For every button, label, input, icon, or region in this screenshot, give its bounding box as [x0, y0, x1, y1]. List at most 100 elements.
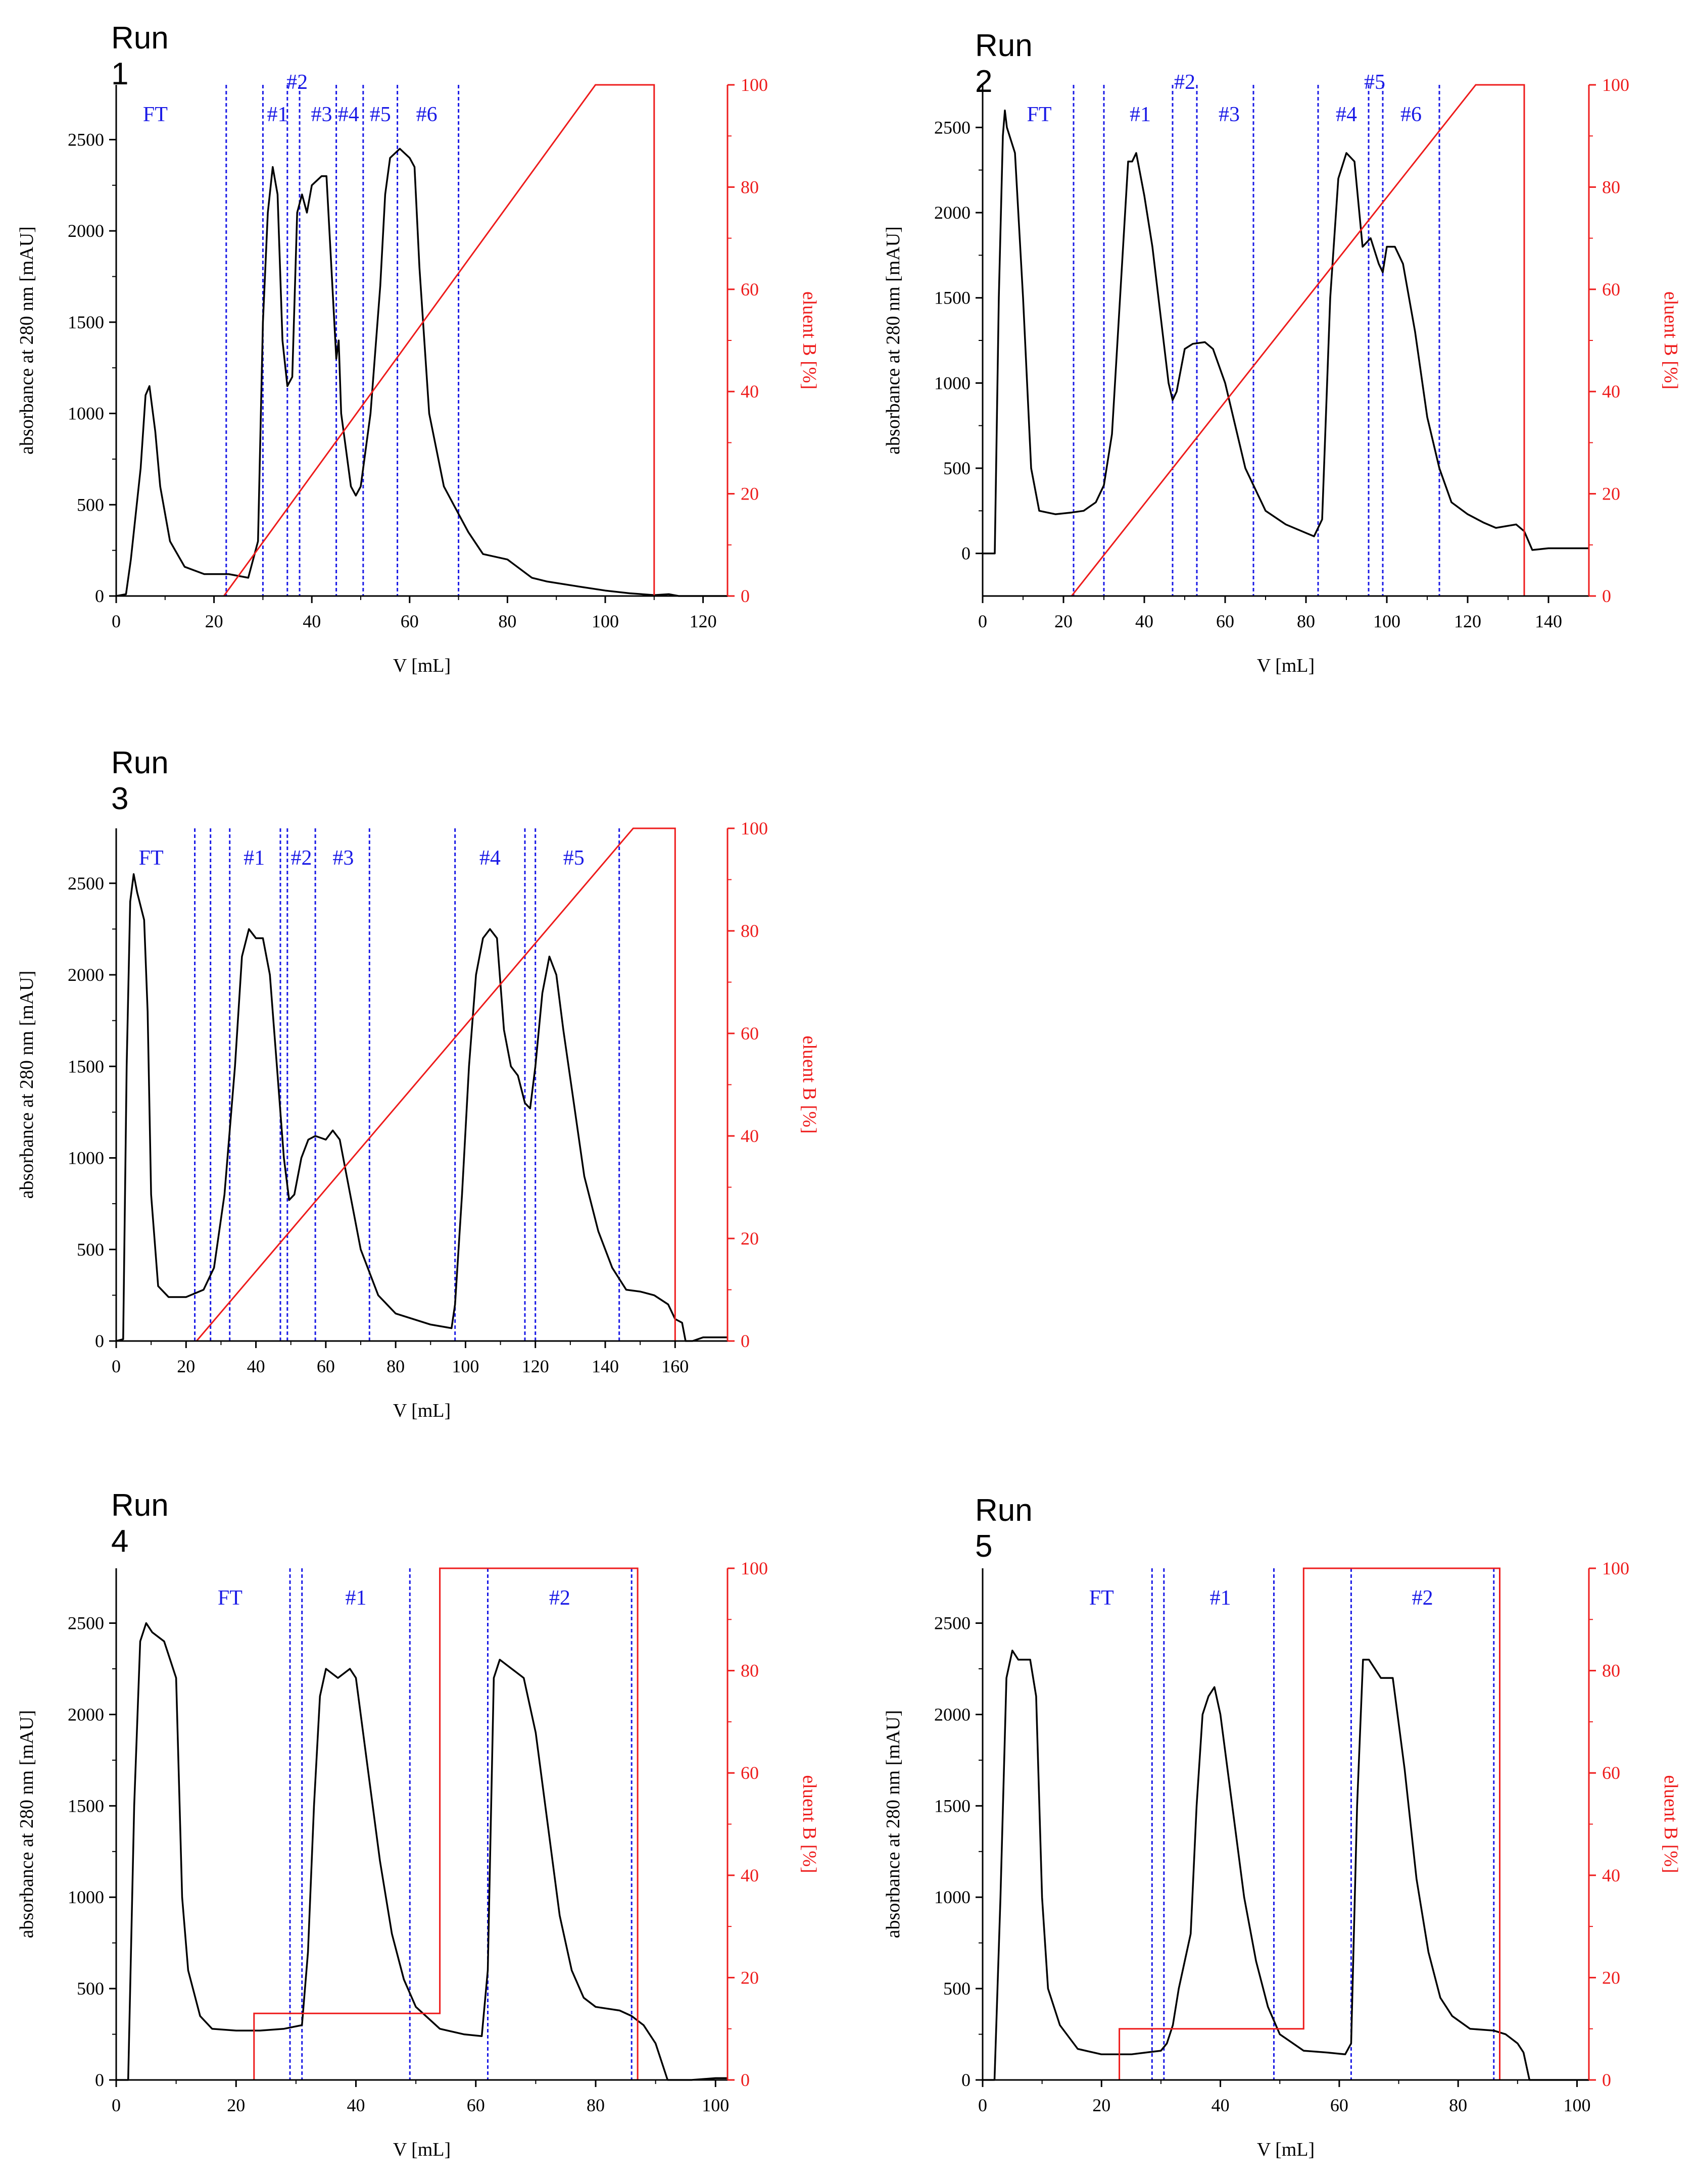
fraction-label: #3: [311, 103, 332, 126]
chart-run-2: 0 20 40 60 80 100 120 140 0 500 1000 1500 2000 2500 0 2…: [883, 71, 1681, 676]
y2-tick-label: 80: [1602, 1661, 1620, 1681]
y-tick-label: 500: [77, 1978, 104, 1999]
y2-tick-label: 100: [1602, 75, 1629, 95]
x-axis-title: V [mL]: [393, 1400, 451, 1421]
y2-tick-label: 80: [741, 1661, 759, 1681]
fraction-label: #2: [286, 71, 308, 94]
y2-axis-title: eluent B [%]: [799, 1775, 820, 1873]
x-tick-label: 80: [587, 2095, 605, 2115]
y-tick-label: 2000: [934, 1704, 971, 1724]
y2-tick-label: 100: [741, 818, 768, 838]
y-axis-title: absorbance at 280 nm [mAU]: [16, 226, 37, 455]
x-tick-label: 0: [112, 2095, 121, 2115]
y-axis-title: absorbance at 280 nm [mAU]: [883, 1710, 904, 1939]
x-axis-title: V [mL]: [1257, 655, 1315, 676]
chart-title: Run 3: [111, 746, 169, 816]
y2-tick-label: 20: [741, 1228, 759, 1249]
x-axis-title: V [mL]: [1257, 2139, 1315, 2160]
x-tick-label: 120: [522, 1356, 549, 1376]
y-tick-label: 1000: [68, 1887, 104, 1907]
y2-axis-title: eluent B [%]: [799, 291, 820, 389]
y-axis-title: absorbance at 280 nm [mAU]: [16, 971, 37, 1199]
x-tick-label: 60: [1330, 2095, 1348, 2115]
y2-axis-title: eluent B [%]: [799, 1035, 820, 1133]
y2-tick-label: 20: [1602, 484, 1620, 504]
fraction-label: #6: [416, 103, 438, 126]
absorbance-trace: [116, 1622, 728, 2081]
y2-tick-label: 80: [1602, 177, 1620, 197]
x-tick-label: 60: [467, 2095, 485, 2115]
fraction-label: FT: [143, 103, 168, 126]
x-tick-label: 100: [1373, 611, 1400, 631]
x-tick-label: 0: [112, 1356, 121, 1376]
y2-tick-label: 60: [741, 1023, 759, 1044]
x-tick-label: 20: [1092, 2095, 1110, 2115]
fraction-label: #2: [1174, 71, 1195, 94]
y2-tick-label: 20: [741, 1967, 759, 1988]
fraction-label: #1: [244, 847, 265, 870]
y-tick-label: 2500: [934, 1613, 971, 1633]
x-tick-label: 80: [1297, 611, 1315, 631]
y-tick-label: 0: [95, 2070, 104, 2090]
y-tick-label: 1500: [68, 312, 104, 332]
absorbance-trace: [983, 109, 1589, 555]
y-tick-label: 1000: [68, 404, 104, 424]
y2-tick-label: 40: [1602, 381, 1620, 402]
fraction-label: FT: [1027, 103, 1051, 126]
y-tick-label: 500: [943, 1978, 971, 1999]
fraction-label: #1: [1130, 103, 1151, 126]
y-axis-title: absorbance at 280 nm [mAU]: [883, 226, 904, 455]
chart-run-1: 0 20 40 60 80 100 120 0 500 1000 1500 2000 2500 0 20 40…: [16, 71, 820, 676]
fraction-label: #1: [1210, 1586, 1231, 1610]
y2-tick-label: 40: [1602, 1865, 1620, 1885]
x-tick-label: 20: [205, 611, 223, 631]
x-tick-label: 0: [112, 611, 121, 631]
y2-tick-label: 100: [741, 1558, 768, 1578]
x-tick-label: 0: [978, 2095, 987, 2115]
fraction-label: #2: [1412, 1586, 1433, 1610]
y-tick-label: 1000: [68, 1148, 104, 1168]
y-tick-label: 2000: [68, 965, 104, 985]
eluent-b-gradient-trace: [116, 1567, 728, 2081]
y-tick-label: 0: [95, 1331, 104, 1351]
chart-title: Run 2: [975, 28, 1033, 99]
eluent-b-gradient-trace: [983, 1567, 1589, 2081]
y2-tick-label: 40: [741, 1126, 759, 1146]
y-tick-label: 500: [943, 458, 971, 478]
y-tick-label: 0: [961, 543, 971, 564]
x-tick-label: 100: [452, 1356, 479, 1376]
x-tick-label: 40: [303, 611, 321, 631]
y2-tick-label: 40: [741, 1865, 759, 1885]
y2-tick-label: 60: [741, 1763, 759, 1783]
fraction-label: #3: [332, 847, 354, 870]
y-tick-label: 2500: [934, 117, 971, 137]
x-tick-label: 100: [592, 611, 619, 631]
x-axis-title: V [mL]: [393, 2139, 451, 2160]
absorbance-trace: [983, 1650, 1589, 2081]
x-tick-label: 20: [227, 2095, 245, 2115]
x-tick-label: 120: [690, 611, 717, 631]
x-tick-label: 140: [592, 1356, 619, 1376]
fraction-label: #5: [1364, 71, 1385, 94]
y-tick-label: 2000: [68, 221, 104, 241]
y-tick-label: 1500: [934, 1796, 971, 1816]
y2-tick-label: 0: [741, 2070, 750, 2090]
y-tick-label: 1500: [68, 1796, 104, 1816]
y2-tick-label: 0: [1602, 586, 1611, 606]
x-tick-label: 120: [1454, 611, 1481, 631]
fraction-label: FT: [218, 1586, 243, 1610]
chart-title: Run 4: [111, 1488, 169, 1559]
fraction-label: #4: [338, 103, 359, 126]
x-tick-label: 100: [702, 2095, 729, 2115]
fraction-label: #2: [549, 1586, 570, 1610]
y2-tick-label: 60: [741, 279, 759, 300]
fraction-label: #3: [1219, 103, 1240, 126]
fraction-label: #4: [479, 847, 501, 870]
y-tick-label: 2000: [68, 1704, 104, 1724]
fraction-label: #2: [290, 847, 312, 870]
x-tick-label: 80: [498, 611, 516, 631]
y2-axis-title: eluent B [%]: [1660, 1775, 1681, 1873]
y-tick-label: 2500: [68, 129, 104, 150]
y2-tick-label: 100: [1602, 1558, 1629, 1578]
